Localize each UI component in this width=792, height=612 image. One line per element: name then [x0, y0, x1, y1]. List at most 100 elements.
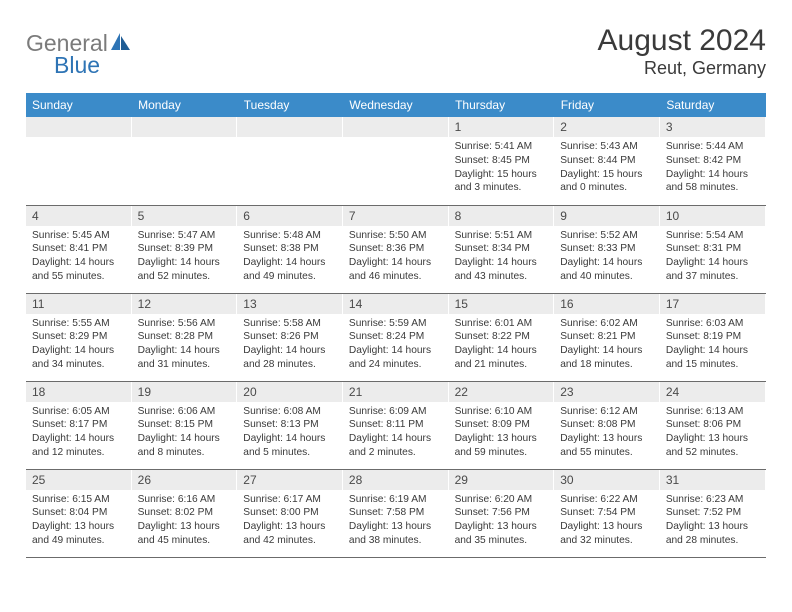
- calendar-week-row: 1Sunrise: 5:41 AMSunset: 8:45 PMDaylight…: [26, 117, 766, 205]
- calendar-week-row: 18Sunrise: 6:05 AMSunset: 8:17 PMDayligh…: [26, 381, 766, 469]
- day-detail-line: Daylight: 14 hours: [32, 344, 126, 358]
- day-detail-line: Sunset: 8:08 PM: [560, 418, 654, 432]
- day-detail-line: Sunset: 8:13 PM: [243, 418, 337, 432]
- calendar-day-cell: 10Sunrise: 5:54 AMSunset: 8:31 PMDayligh…: [660, 205, 766, 293]
- day-detail-line: Sunrise: 6:13 AM: [666, 405, 760, 419]
- day-detail-line: Daylight: 13 hours: [455, 520, 549, 534]
- calendar-page: General August 2024 Reut, Germany Blue S…: [0, 0, 792, 578]
- day-detail-line: and 28 minutes.: [666, 534, 760, 548]
- day-number: 9: [554, 206, 660, 226]
- calendar-week-row: 25Sunrise: 6:15 AMSunset: 8:04 PMDayligh…: [26, 469, 766, 557]
- calendar-day-cell: 5Sunrise: 5:47 AMSunset: 8:39 PMDaylight…: [132, 205, 238, 293]
- weekday-header: Monday: [132, 93, 238, 117]
- day-detail-line: Daylight: 14 hours: [560, 256, 654, 270]
- day-detail-line: Daylight: 13 hours: [138, 520, 232, 534]
- day-details: Sunrise: 6:16 AMSunset: 8:02 PMDaylight:…: [132, 490, 238, 552]
- day-detail-line: Sunset: 8:38 PM: [243, 242, 337, 256]
- day-detail-line: Sunset: 7:58 PM: [349, 506, 443, 520]
- day-number: [26, 117, 132, 137]
- day-detail-line: Daylight: 14 hours: [455, 256, 549, 270]
- day-detail-line: and 46 minutes.: [349, 270, 443, 284]
- day-details: [26, 137, 132, 144]
- day-detail-line: Sunset: 8:31 PM: [666, 242, 760, 256]
- day-detail-line: Sunset: 8:11 PM: [349, 418, 443, 432]
- title-block: August 2024 Reut, Germany: [598, 24, 766, 79]
- day-detail-line: and 49 minutes.: [32, 534, 126, 548]
- day-detail-line: Sunrise: 5:48 AM: [243, 229, 337, 243]
- day-detail-line: and 21 minutes.: [455, 358, 549, 372]
- day-number: 22: [449, 382, 555, 402]
- weekday-header: Wednesday: [343, 93, 449, 117]
- day-details: Sunrise: 6:03 AMSunset: 8:19 PMDaylight:…: [660, 314, 766, 376]
- day-details: Sunrise: 6:01 AMSunset: 8:22 PMDaylight:…: [449, 314, 555, 376]
- day-details: Sunrise: 5:45 AMSunset: 8:41 PMDaylight:…: [26, 226, 132, 288]
- day-detail-line: and 42 minutes.: [243, 534, 337, 548]
- day-number: 2: [554, 117, 660, 137]
- day-details: Sunrise: 5:51 AMSunset: 8:34 PMDaylight:…: [449, 226, 555, 288]
- day-detail-line: Sunrise: 5:51 AM: [455, 229, 549, 243]
- calendar-day-cell: [26, 117, 132, 205]
- day-details: [343, 137, 449, 144]
- day-number: 24: [660, 382, 766, 402]
- day-number: 25: [26, 470, 132, 490]
- calendar-day-cell: 22Sunrise: 6:10 AMSunset: 8:09 PMDayligh…: [449, 381, 555, 469]
- day-detail-line: Sunrise: 6:05 AM: [32, 405, 126, 419]
- day-detail-line: and 38 minutes.: [349, 534, 443, 548]
- calendar-day-cell: 25Sunrise: 6:15 AMSunset: 8:04 PMDayligh…: [26, 469, 132, 557]
- day-details: Sunrise: 6:12 AMSunset: 8:08 PMDaylight:…: [554, 402, 660, 464]
- day-detail-line: Daylight: 14 hours: [32, 256, 126, 270]
- day-detail-line: Daylight: 13 hours: [32, 520, 126, 534]
- day-detail-line: and 31 minutes.: [138, 358, 232, 372]
- day-detail-line: and 55 minutes.: [560, 446, 654, 460]
- day-detail-line: Sunrise: 5:50 AM: [349, 229, 443, 243]
- day-detail-line: Sunrise: 6:09 AM: [349, 405, 443, 419]
- day-detail-line: and 28 minutes.: [243, 358, 337, 372]
- day-detail-line: and 8 minutes.: [138, 446, 232, 460]
- day-detail-line: and 15 minutes.: [666, 358, 760, 372]
- header: General August 2024 Reut, Germany: [26, 24, 766, 79]
- day-detail-line: Daylight: 14 hours: [138, 344, 232, 358]
- weekday-header: Thursday: [449, 93, 555, 117]
- day-number: 3: [660, 117, 766, 137]
- day-detail-line: and 32 minutes.: [560, 534, 654, 548]
- day-number: 12: [132, 294, 238, 314]
- calendar-day-cell: 30Sunrise: 6:22 AMSunset: 7:54 PMDayligh…: [554, 469, 660, 557]
- calendar-day-cell: 20Sunrise: 6:08 AMSunset: 8:13 PMDayligh…: [237, 381, 343, 469]
- day-detail-line: Daylight: 13 hours: [560, 520, 654, 534]
- day-details: Sunrise: 6:13 AMSunset: 8:06 PMDaylight:…: [660, 402, 766, 464]
- day-detail-line: Sunrise: 5:44 AM: [666, 140, 760, 154]
- day-detail-line: Sunset: 8:21 PM: [560, 330, 654, 344]
- day-details: Sunrise: 5:58 AMSunset: 8:26 PMDaylight:…: [237, 314, 343, 376]
- day-detail-line: Sunrise: 5:43 AM: [560, 140, 654, 154]
- day-detail-line: Sunrise: 5:52 AM: [560, 229, 654, 243]
- calendar-day-cell: 6Sunrise: 5:48 AMSunset: 8:38 PMDaylight…: [237, 205, 343, 293]
- day-number: 14: [343, 294, 449, 314]
- day-number: 26: [132, 470, 238, 490]
- day-detail-line: Daylight: 13 hours: [349, 520, 443, 534]
- calendar-day-cell: 24Sunrise: 6:13 AMSunset: 8:06 PMDayligh…: [660, 381, 766, 469]
- day-detail-line: Sunset: 8:41 PM: [32, 242, 126, 256]
- day-detail-line: Sunrise: 6:19 AM: [349, 493, 443, 507]
- day-detail-line: Daylight: 15 hours: [560, 168, 654, 182]
- day-detail-line: Sunset: 8:02 PM: [138, 506, 232, 520]
- calendar-day-cell: 1Sunrise: 5:41 AMSunset: 8:45 PMDaylight…: [449, 117, 555, 205]
- day-details: Sunrise: 6:09 AMSunset: 8:11 PMDaylight:…: [343, 402, 449, 464]
- day-detail-line: Sunset: 8:26 PM: [243, 330, 337, 344]
- day-detail-line: Sunrise: 6:20 AM: [455, 493, 549, 507]
- day-detail-line: Sunrise: 5:56 AM: [138, 317, 232, 331]
- day-detail-line: Sunrise: 6:10 AM: [455, 405, 549, 419]
- day-detail-line: Sunset: 8:04 PM: [32, 506, 126, 520]
- day-details: Sunrise: 6:02 AMSunset: 8:21 PMDaylight:…: [554, 314, 660, 376]
- day-details: Sunrise: 5:50 AMSunset: 8:36 PMDaylight:…: [343, 226, 449, 288]
- day-detail-line: and 59 minutes.: [455, 446, 549, 460]
- day-detail-line: and 34 minutes.: [32, 358, 126, 372]
- day-detail-line: and 3 minutes.: [455, 181, 549, 195]
- day-details: Sunrise: 5:41 AMSunset: 8:45 PMDaylight:…: [449, 137, 555, 199]
- day-detail-line: Sunrise: 6:23 AM: [666, 493, 760, 507]
- day-details: Sunrise: 5:56 AMSunset: 8:28 PMDaylight:…: [132, 314, 238, 376]
- day-number: 13: [237, 294, 343, 314]
- calendar-day-cell: 17Sunrise: 6:03 AMSunset: 8:19 PMDayligh…: [660, 293, 766, 381]
- day-detail-line: Sunset: 8:42 PM: [666, 154, 760, 168]
- day-detail-line: Sunset: 8:00 PM: [243, 506, 337, 520]
- day-detail-line: Daylight: 13 hours: [455, 432, 549, 446]
